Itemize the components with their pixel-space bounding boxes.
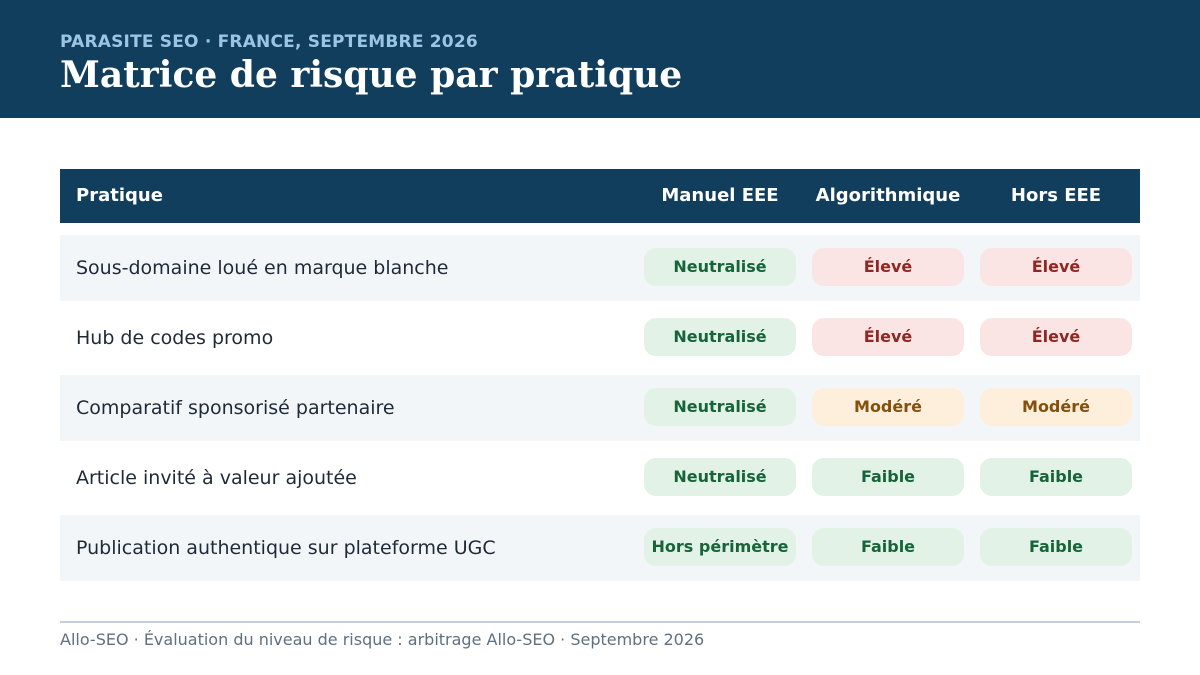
table-row: Sous-domaine loué en marque blanche Neut… [60, 235, 1140, 301]
eyebrow-text: PARASITE SEO · FRANCE, SEPTEMBRE 2026 [60, 32, 478, 52]
risk-badge: Modéré [980, 388, 1132, 426]
risk-badge: Faible [980, 458, 1132, 496]
practice-label: Sous-domaine loué en marque blanche [76, 257, 449, 279]
risk-badge: Élevé [980, 248, 1132, 286]
table-row: Comparatif sponsorisé partenaire Neutral… [60, 375, 1140, 441]
table-row: Hub de codes promo Neutralisé Élevé Élev… [60, 305, 1140, 371]
risk-badge: Élevé [812, 248, 964, 286]
risk-badge: Neutralisé [644, 458, 796, 496]
page-title: Matrice de risque par pratique [60, 54, 683, 96]
column-header-outside-eee: Hors EEE [1010, 185, 1102, 206]
column-header-algorithmic: Algorithmique [815, 185, 961, 206]
risk-badge: Faible [812, 458, 964, 496]
practice-label: Publication authentique sur plateforme U… [76, 537, 496, 559]
practice-label: Hub de codes promo [76, 327, 274, 349]
practice-label: Comparatif sponsorisé partenaire [76, 397, 395, 419]
practice-label: Article invité à valeur ajoutée [76, 467, 357, 489]
table-row: Publication authentique sur plateforme U… [60, 515, 1140, 581]
table-header: Pratique Manuel EEE Algorithmique Hors E… [60, 169, 1140, 223]
risk-badge: Faible [812, 528, 964, 566]
risk-badge: Neutralisé [644, 248, 796, 286]
risk-badge: Neutralisé [644, 388, 796, 426]
table-row: Article invité à valeur ajoutée Neutrali… [60, 445, 1140, 511]
footer-source: Allo-SEO · Évaluation du niveau de risqu… [60, 630, 705, 649]
risk-badge: Faible [980, 528, 1132, 566]
risk-badge: Hors périmètre [644, 528, 796, 566]
footer-divider [60, 621, 1140, 623]
column-header-manual-eee: Manuel EEE [661, 185, 779, 206]
column-header-practice: Pratique [76, 185, 163, 206]
risk-badge: Neutralisé [644, 318, 796, 356]
risk-badge: Élevé [812, 318, 964, 356]
header-banner: PARASITE SEO · FRANCE, SEPTEMBRE 2026 Ma… [0, 0, 1200, 118]
risk-matrix-table: Pratique Manuel EEE Algorithmique Hors E… [60, 169, 1140, 581]
risk-badge: Modéré [812, 388, 964, 426]
risk-badge: Élevé [980, 318, 1132, 356]
